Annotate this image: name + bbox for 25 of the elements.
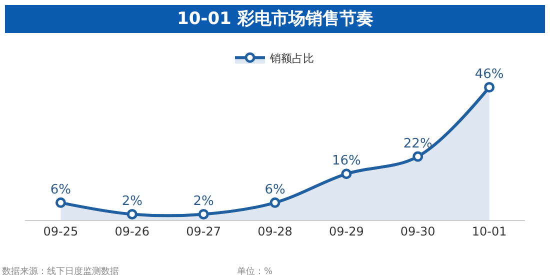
point xyxy=(198,208,209,220)
point xyxy=(270,197,280,208)
x-tick-label: 09-25 xyxy=(43,224,78,238)
legend-label: 销额占比 xyxy=(269,52,314,65)
chart-title: 10-01 彩电市场销售节奏 xyxy=(177,9,374,29)
x-tick-label: 09-26 xyxy=(114,224,150,238)
source-note: 数据来源：线下日度监测数据 xyxy=(2,266,119,275)
data-label: 2% xyxy=(122,194,142,209)
data-label: 6% xyxy=(50,182,72,198)
point xyxy=(412,151,424,162)
x-tick-label: 09-29 xyxy=(328,224,364,238)
point xyxy=(126,208,138,220)
point xyxy=(55,197,66,208)
point xyxy=(341,168,352,180)
x-tick-label: 09-27 xyxy=(186,224,222,238)
text: 单位：% xyxy=(237,266,273,275)
data-label: 22% xyxy=(403,136,432,152)
point xyxy=(484,82,495,92)
x-tick-label: 09-28 xyxy=(258,224,292,238)
x-tick-label: 09-30 xyxy=(400,224,436,238)
data-label: 2% xyxy=(193,194,214,209)
data-label: 46% xyxy=(474,67,504,82)
x-tick-label: 10-01 xyxy=(472,224,507,238)
data-label: 16% xyxy=(332,154,361,169)
data-label: 6% xyxy=(264,182,286,198)
